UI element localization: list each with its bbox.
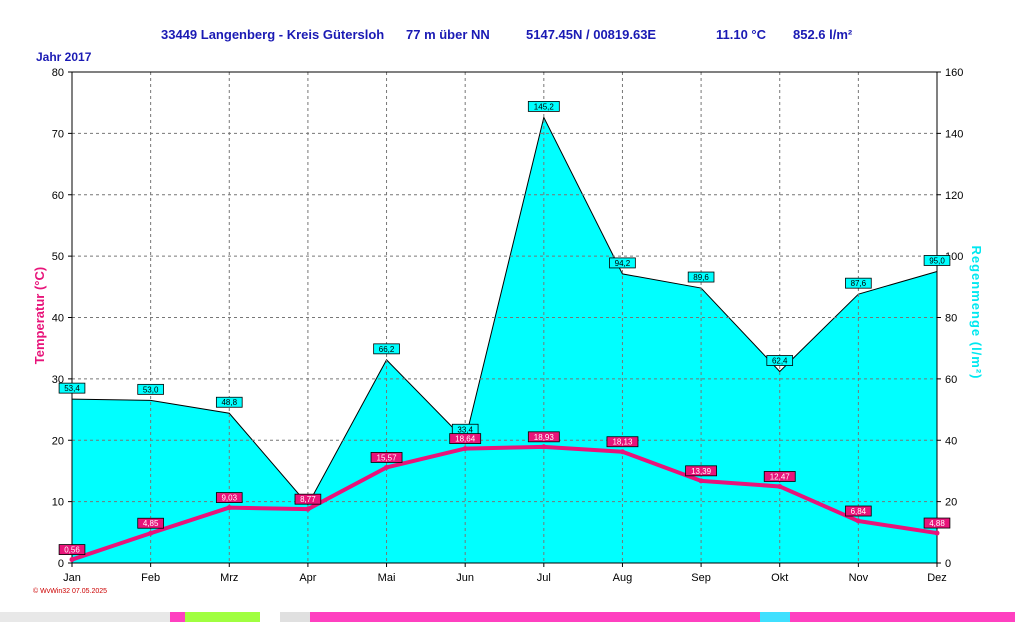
x-tick-label: Feb: [141, 572, 160, 584]
rain-value-label-box: [58, 382, 86, 394]
temperature-value-label: 12,47: [770, 472, 791, 481]
temperature-point: [226, 505, 232, 511]
y-tick-label: 20: [52, 435, 64, 447]
header-location: 33449 Langenberg - Kreis Gütersloh: [161, 27, 385, 42]
temperature-value-label: 13,39: [691, 467, 712, 476]
rain-value-label: 33,4: [457, 425, 473, 434]
y2-tick-label: 120: [945, 190, 963, 202]
rain-area: [72, 117, 937, 563]
header-total-rain: 852.6 l/m²: [793, 27, 853, 42]
x-tick-label: Aug: [613, 572, 633, 584]
temperature-value-label-box: [449, 433, 482, 444]
x-tick-label: Apr: [299, 572, 316, 584]
temperature-value-label-box: [58, 544, 86, 555]
temperature-value-label: 18,13: [612, 438, 633, 447]
x-tick-label: Jun: [456, 572, 474, 584]
rain-value-label: 53,4: [64, 384, 80, 393]
temperature-value-label-box: [370, 452, 403, 463]
temperature-point: [305, 506, 311, 512]
temperature-value-label: 4,85: [143, 519, 159, 528]
y2-tick-label: 60: [945, 374, 957, 386]
rain-value-label-box: [923, 255, 951, 266]
y-tick-label: 40: [52, 313, 64, 325]
rain-value-label: 95,0: [929, 256, 945, 265]
rain-value-label-box: [766, 355, 794, 366]
footer-credit: © WvWin32 07.05.2025: [33, 588, 108, 595]
temperature-value-label-box: [845, 505, 872, 517]
x-tick-label: Dez: [927, 572, 947, 584]
temperature-value-label-box: [527, 431, 560, 443]
temperature-value-label-box: [763, 471, 796, 482]
y2-tick-label: 0: [945, 558, 951, 570]
rain-value-label-box: [845, 277, 872, 289]
temperature-point: [855, 518, 861, 524]
y2-tick-label: 40: [945, 435, 957, 447]
rain-value-label-box: [373, 343, 400, 355]
rain-value-label: 87,6: [851, 279, 867, 288]
x-tick-label: Mai: [378, 572, 396, 584]
temperature-value-label-box: [215, 492, 243, 503]
temperature-value-label-box: [294, 493, 322, 505]
rain-value-label: 145,2: [534, 102, 555, 111]
temperature-value-label-box: [685, 465, 717, 477]
y-tick-label: 50: [52, 251, 64, 263]
header-mean-temp: 11.10 °C: [716, 27, 767, 42]
temperature-value-label: 9,03: [221, 494, 237, 503]
x-tick-label: Jul: [537, 572, 551, 584]
year-label: Jahr 2017: [36, 50, 92, 64]
y-tick-label: 0: [58, 558, 64, 570]
rain-value-label: 94,2: [615, 259, 631, 268]
y2-axis-title: Regenmenge (l/m²): [969, 245, 984, 379]
temperature-value-label-box: [923, 517, 951, 529]
temperature-value-label: 18,64: [455, 435, 476, 444]
temperature-point: [934, 530, 940, 536]
x-tick-label: Nov: [849, 572, 869, 584]
y2-tick-label: 160: [945, 67, 963, 79]
temperature-value-label: 18,93: [534, 433, 555, 442]
header-elevation: 77 m über NN: [406, 27, 490, 42]
rain-value-label: 66,2: [379, 345, 395, 354]
y-tick-label: 60: [52, 190, 64, 202]
rain-value-label-box: [137, 383, 164, 395]
y-tick-label: 10: [52, 497, 64, 509]
temperature-value-label: 0,56: [64, 546, 80, 555]
rain-value-label: 89,6: [693, 273, 709, 282]
x-tick-label: Mrz: [220, 572, 238, 584]
temperature-value-label: 6,84: [851, 507, 867, 516]
rain-value-label-box: [527, 101, 560, 112]
y2-tick-label: 20: [945, 497, 957, 509]
temperature-point: [384, 464, 390, 470]
temperature-point: [69, 557, 75, 563]
y2-tick-label: 80: [945, 313, 957, 325]
taskbar-strip: [0, 612, 1015, 622]
temperature-point: [777, 483, 783, 489]
temperature-value-label-box: [606, 436, 639, 448]
x-tick-label: Okt: [771, 572, 788, 584]
x-tick-label: Sep: [691, 572, 711, 584]
y2-tick-label: 140: [945, 128, 963, 140]
temperature-value-label: 4,88: [929, 519, 945, 528]
y-axis-title: Temperatur (°C): [32, 267, 47, 364]
rain-value-label: 48,8: [221, 398, 237, 407]
rain-value-label-box: [609, 257, 636, 269]
temperature-point: [148, 530, 154, 536]
header-coordinates: 5147.45N / 00819.63E: [526, 27, 657, 42]
temperature-point: [541, 444, 547, 450]
x-tick-label: Jan: [63, 572, 81, 584]
rain-value-label-box: [215, 396, 243, 408]
rain-value-label: 53,0: [143, 385, 159, 394]
temperature-value-label: 8,77: [300, 495, 316, 504]
y-tick-label: 70: [52, 128, 64, 140]
temperature-value-label: 15,57: [377, 453, 398, 462]
temperature-point: [698, 478, 704, 484]
temperature-point: [619, 449, 625, 455]
temperature-value-label-box: [137, 517, 164, 529]
rain-value-label: 62,4: [772, 357, 788, 366]
rain-value-label-box: [687, 271, 715, 283]
y-tick-label: 80: [52, 67, 64, 79]
temperature-point: [462, 446, 468, 452]
temperature-line: [71, 444, 938, 562]
